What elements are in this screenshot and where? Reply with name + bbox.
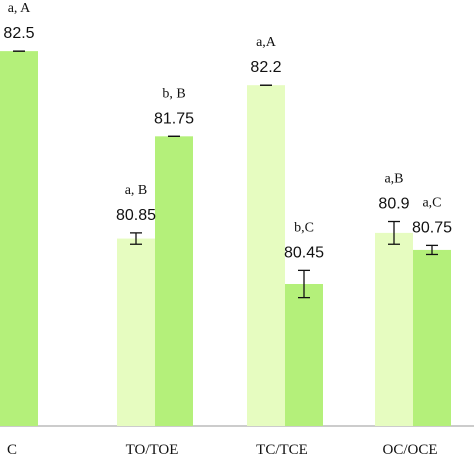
category-label: OC/OCE xyxy=(382,442,437,458)
category-labels-group: C TO/TOE TC/TCE OC/OCE xyxy=(7,442,438,458)
bar-s2-oc-oce xyxy=(413,249,451,426)
bar-s1-to-toe xyxy=(117,238,155,426)
labels-group: 82.5A80.85a, B82.2a,A80.9a,B82.5a, A81.7… xyxy=(3,1,452,261)
significance-label: b,C xyxy=(294,220,314,235)
value-label: 80.9 xyxy=(378,196,409,213)
value-label: 82.5 xyxy=(3,25,34,42)
significance-label: a, A xyxy=(8,1,31,16)
value-label: 80.75 xyxy=(412,219,452,236)
significance-label: a,B xyxy=(384,172,403,187)
bar-s2-tc-tce xyxy=(285,284,323,426)
bar-s2-c xyxy=(0,51,38,427)
value-label: 81.75 xyxy=(154,110,194,127)
value-label: 82.2 xyxy=(250,59,281,76)
category-label: C xyxy=(7,442,17,458)
significance-label: a,C xyxy=(422,195,441,210)
significance-label: b, B xyxy=(162,86,185,101)
category-label: TO/TOE xyxy=(126,442,179,458)
error-bars-group xyxy=(13,50,438,299)
category-label: TC/TCE xyxy=(256,442,308,458)
bar-s1-tc-tce xyxy=(247,85,285,426)
value-label: 80.85 xyxy=(116,207,156,224)
bar-s2-to-toe xyxy=(155,136,193,426)
significance-label: a,A xyxy=(256,35,277,50)
bars-group xyxy=(0,51,451,427)
significance-label: a, B xyxy=(125,183,148,198)
bar-s1-oc-oce xyxy=(375,232,413,426)
value-label: 80.45 xyxy=(284,244,324,261)
